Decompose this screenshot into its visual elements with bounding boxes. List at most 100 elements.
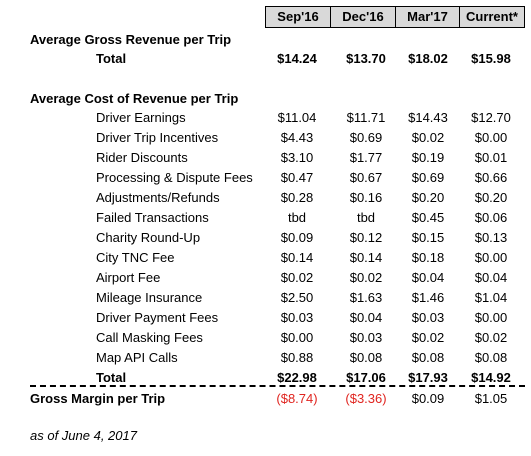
cost-revenue-total-dec16: $17.06 <box>346 370 386 385</box>
cost-line-item-mar17: $0.03 <box>411 310 445 325</box>
cost-line-item-dec16: $1.63 <box>349 290 383 305</box>
cost-line-item-label: Airport Fee <box>96 270 161 285</box>
cost-line-item-current: $0.08 <box>474 350 508 365</box>
cost-line-item-mar17: $14.43 <box>408 110 448 125</box>
cost-line-item-mar17: $0.15 <box>411 230 445 245</box>
cost-line-item-row: Adjustments/Refunds $0.28 $0.16 $0.20 $0.20 <box>0 188 531 208</box>
cost-line-item-dec16: $0.16 <box>349 190 383 205</box>
cost-revenue-title: Average Cost of Revenue per Trip <box>30 91 239 106</box>
cost-revenue-total-label: Total <box>96 370 127 385</box>
cost-line-item-row: Map API Calls $0.88 $0.08 $0.08 $0.08 <box>0 348 531 368</box>
column-header-mar17: Mar'17 <box>395 6 460 28</box>
gross-revenue-total-current: $15.98 <box>471 51 511 66</box>
cost-line-item-label: Adjustments/Refunds <box>96 190 220 205</box>
column-header-dec16: Dec'16 <box>330 6 396 28</box>
gross-revenue-total-row: Total $14.24 $13.70 $18.02 $15.98 <box>0 49 531 69</box>
cost-line-item-row: City TNC Fee $0.14 $0.14 $0.18 $0.00 <box>0 248 531 268</box>
gross-margin-sep16: ($8.74) <box>276 391 318 406</box>
cost-line-item-label: Map API Calls <box>96 350 178 365</box>
cost-line-item-current: $0.13 <box>474 230 508 245</box>
cost-line-item-row: Call Masking Fees $0.00 $0.03 $0.02 $0.02 <box>0 328 531 348</box>
cost-line-item-dec16: tbd <box>356 210 376 225</box>
cost-line-item-label: Driver Payment Fees <box>96 310 219 325</box>
cost-line-item-dec16: $0.14 <box>349 250 383 265</box>
cost-line-item-row: Driver Earnings $11.04 $11.71 $14.43 $12.70 <box>0 108 531 128</box>
gross-margin-label: Gross Margin per Trip <box>30 391 166 406</box>
cost-line-item-dec16: $0.12 <box>349 230 383 245</box>
cost-line-item-dec16: $1.77 <box>349 150 383 165</box>
cost-line-item-current: $0.00 <box>474 310 508 325</box>
cost-line-item-sep16: tbd <box>287 210 307 225</box>
cost-line-item-mar17: $0.08 <box>411 350 445 365</box>
gross-revenue-heading-row: Average Gross Revenue per Trip <box>0 30 531 50</box>
cost-line-item-current: $12.70 <box>471 110 511 125</box>
gross-revenue-title: Average Gross Revenue per Trip <box>30 32 232 47</box>
cost-line-item-current: $0.00 <box>474 250 508 265</box>
cost-line-item-row: Processing & Dispute Fees $0.47 $0.67 $0.69… <box>0 168 531 188</box>
gross-revenue-total-label: Total <box>96 51 127 66</box>
cost-line-item-mar17: $0.45 <box>411 210 445 225</box>
cost-line-item-row: Failed Transactions tbd tbd $0.45 $0.06 <box>0 208 531 228</box>
cost-line-item-sep16: $0.28 <box>280 190 314 205</box>
cost-line-item-label: Failed Transactions <box>96 210 209 225</box>
cost-line-item-dec16: $0.67 <box>349 170 383 185</box>
cost-line-item-row: Charity Round-Up $0.09 $0.12 $0.15 $0.13 <box>0 228 531 248</box>
cost-line-item-sep16: $0.09 <box>280 230 314 245</box>
gross-revenue-total-dec16: $13.70 <box>346 51 386 66</box>
gross-margin-dec16: ($3.36) <box>345 391 387 406</box>
dashed-divider <box>30 385 525 387</box>
cost-line-item-current: $0.04 <box>474 270 508 285</box>
cost-line-item-mar17: $0.18 <box>411 250 445 265</box>
cost-line-item-row: Airport Fee $0.02 $0.02 $0.04 $0.04 <box>0 268 531 288</box>
cost-line-item-sep16: $0.14 <box>280 250 314 265</box>
footnote: as of June 4, 2017 <box>30 428 137 443</box>
cost-line-item-dec16: $0.69 <box>349 130 383 145</box>
cost-revenue-heading-row: Average Cost of Revenue per Trip <box>0 89 531 109</box>
cost-line-item-mar17: $0.69 <box>411 170 445 185</box>
cost-line-item-row: Driver Payment Fees $0.03 $0.04 $0.03 $0.00 <box>0 308 531 328</box>
cost-line-item-dec16: $0.02 <box>349 270 383 285</box>
gross-margin-row: Gross Margin per Trip ($8.74) ($3.36) $0… <box>0 389 531 409</box>
cost-revenue-total-sep16: $22.98 <box>277 370 317 385</box>
cost-line-item-dec16: $0.03 <box>349 330 383 345</box>
cost-line-item-dec16: $0.08 <box>349 350 383 365</box>
cost-line-item-label: Mileage Insurance <box>96 290 203 305</box>
cost-line-item-label: Charity Round-Up <box>96 230 201 245</box>
cost-line-item-sep16: $2.50 <box>280 290 314 305</box>
cost-line-item-row: Mileage Insurance $2.50 $1.63 $1.46 $1.04 <box>0 288 531 308</box>
cost-line-item-row: Driver Trip Incentives $4.43 $0.69 $0.02 $0.… <box>0 128 531 148</box>
column-header-current: Current* <box>459 6 525 28</box>
cost-revenue-total-row: Total $22.98 $17.06 $17.93 $14.92 <box>0 368 531 388</box>
cost-line-item-sep16: $0.03 <box>280 310 314 325</box>
cost-line-item-dec16: $11.71 <box>346 110 386 125</box>
gross-revenue-total-mar17: $18.02 <box>408 51 448 66</box>
cost-line-item-row: Rider Discounts $3.10 $1.77 $0.19 $0.01 <box>0 148 531 168</box>
cost-line-item-sep16: $0.88 <box>280 350 314 365</box>
cost-line-item-current: $0.00 <box>474 130 508 145</box>
cost-line-item-current: $1.04 <box>474 290 508 305</box>
gross-margin-mar17: $0.09 <box>411 391 445 406</box>
column-header-sep16: Sep'16 <box>265 6 331 28</box>
cost-line-item-current: $0.20 <box>474 190 508 205</box>
cost-line-item-mar17: $0.19 <box>411 150 445 165</box>
cost-line-item-sep16: $0.47 <box>280 170 314 185</box>
cost-line-item-sep16: $3.10 <box>280 150 314 165</box>
cost-line-item-mar17: $0.02 <box>411 130 445 145</box>
cost-revenue-total-current: $14.92 <box>471 370 511 385</box>
cost-line-item-mar17: $0.04 <box>411 270 445 285</box>
cost-line-item-label: Rider Discounts <box>96 150 188 165</box>
gross-revenue-total-sep16: $14.24 <box>277 51 317 66</box>
gross-margin-current: $1.05 <box>474 391 508 406</box>
cost-line-item-mar17: $0.20 <box>411 190 445 205</box>
cost-line-item-current: $0.06 <box>474 210 508 225</box>
cost-revenue-total-mar17: $17.93 <box>408 370 448 385</box>
cost-line-item-label: Call Masking Fees <box>96 330 203 345</box>
cost-line-item-current: $0.66 <box>474 170 508 185</box>
cost-line-item-current: $0.02 <box>474 330 508 345</box>
cost-line-item-dec16: $0.04 <box>349 310 383 325</box>
cost-line-item-sep16: $0.00 <box>280 330 314 345</box>
cost-line-item-label: Driver Trip Incentives <box>96 130 219 145</box>
cost-line-item-sep16: $11.04 <box>277 110 317 125</box>
cost-line-item-sep16: $4.43 <box>280 130 314 145</box>
cost-line-item-label: City TNC Fee <box>96 250 175 265</box>
